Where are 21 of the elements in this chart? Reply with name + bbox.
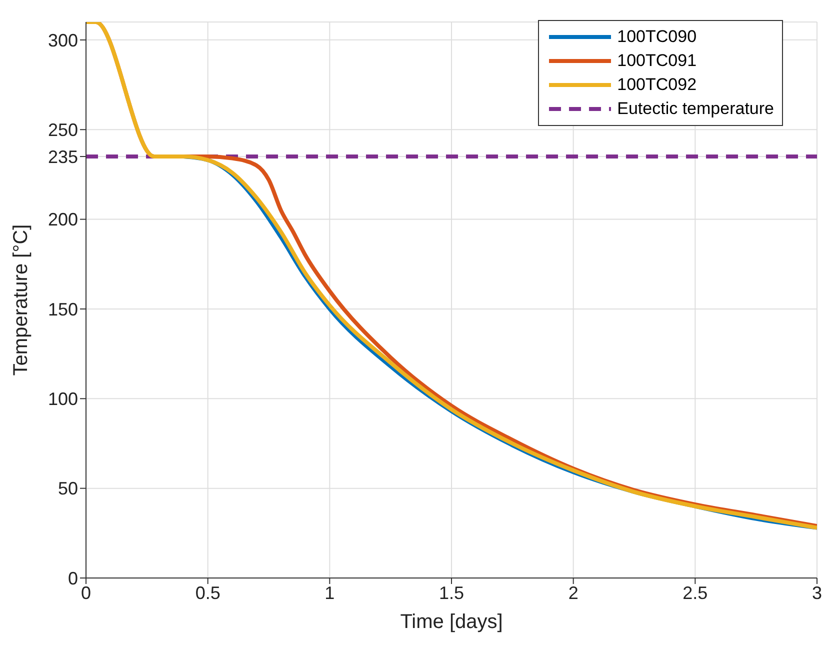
x-tick-label: 1.5 xyxy=(438,582,464,603)
legend-label: Eutectic temperature xyxy=(617,99,774,119)
legend-label: 100TC090 xyxy=(617,27,697,47)
y-tick-label: 250 xyxy=(48,120,78,140)
x-tick-label: 1 xyxy=(324,582,335,603)
y-tick-label: 200 xyxy=(48,210,78,230)
y-axis-title: Temperature [°C] xyxy=(10,224,32,376)
y-tick-label: 235 xyxy=(48,146,78,167)
x-axis-title: Time [days] xyxy=(400,611,503,633)
y-tick-label: 50 xyxy=(58,478,78,499)
legend-label: 100TC091 xyxy=(617,51,697,71)
y-tick-label: 300 xyxy=(48,30,78,50)
legend-label: 100TC092 xyxy=(617,75,697,95)
y-tick-label: 100 xyxy=(48,389,78,410)
x-tick-label: 2 xyxy=(568,582,578,603)
y-tick-label: 0 xyxy=(68,568,78,588)
x-tick-label: 0.5 xyxy=(195,582,220,603)
x-tick-label: 3 xyxy=(812,582,822,603)
x-tick-label: 2.5 xyxy=(682,582,708,603)
y-tick-label: 150 xyxy=(48,299,78,320)
x-tick-label: 0 xyxy=(80,582,92,603)
